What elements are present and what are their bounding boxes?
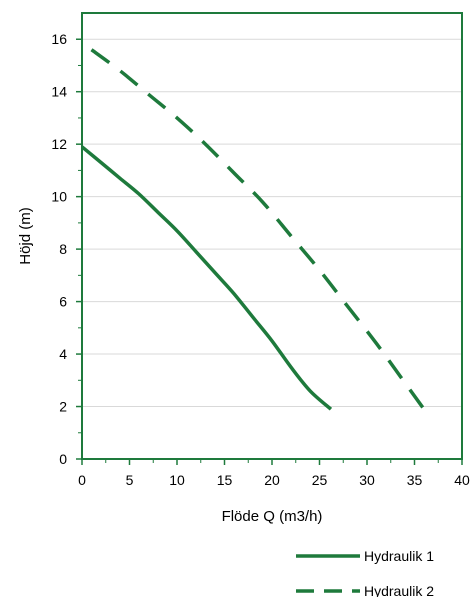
x-tick-label: 10 — [169, 472, 185, 488]
y-tick-label: 8 — [59, 241, 67, 257]
x-tick-label: 25 — [312, 472, 328, 488]
y-tick-label: 10 — [51, 189, 67, 205]
legend: Hydraulik 1 Hydraulik 2 — [296, 548, 434, 597]
legend-label-2: Hydraulik 2 — [364, 583, 434, 597]
y-tick-label: 12 — [51, 136, 67, 152]
y-tick-label: 6 — [59, 294, 67, 310]
series-line-2 — [90, 48, 426, 411]
x-tick-label: 0 — [78, 472, 86, 488]
y-tick-label: 0 — [59, 451, 67, 467]
y-axis-ticks: 0 2 4 6 8 10 12 14 16 — [51, 31, 82, 467]
grid-lines — [82, 38, 462, 408]
y-tick-label: 16 — [51, 31, 67, 47]
x-tick-label: 5 — [126, 472, 134, 488]
series-line-1 — [80, 145, 333, 411]
y-tick-label: 2 — [59, 399, 67, 415]
y-tick-label: 14 — [51, 84, 67, 100]
x-axis-ticks: 0 5 10 15 20 25 30 35 40 — [78, 459, 470, 488]
legend-label-1: Hydraulik 1 — [364, 548, 434, 564]
y-tick-label: 4 — [59, 346, 67, 362]
series-lines — [80, 48, 426, 411]
x-tick-label: 35 — [407, 472, 423, 488]
x-axis-title: Flöde Q (m3/h) — [222, 508, 323, 525]
x-tick-label: 20 — [264, 472, 280, 488]
x-tick-label: 40 — [454, 472, 470, 488]
x-tick-label: 15 — [217, 472, 233, 488]
x-tick-label: 30 — [359, 472, 375, 488]
plot-frame — [81, 12, 463, 460]
y-axis-title: Höjd (m) — [17, 207, 34, 265]
